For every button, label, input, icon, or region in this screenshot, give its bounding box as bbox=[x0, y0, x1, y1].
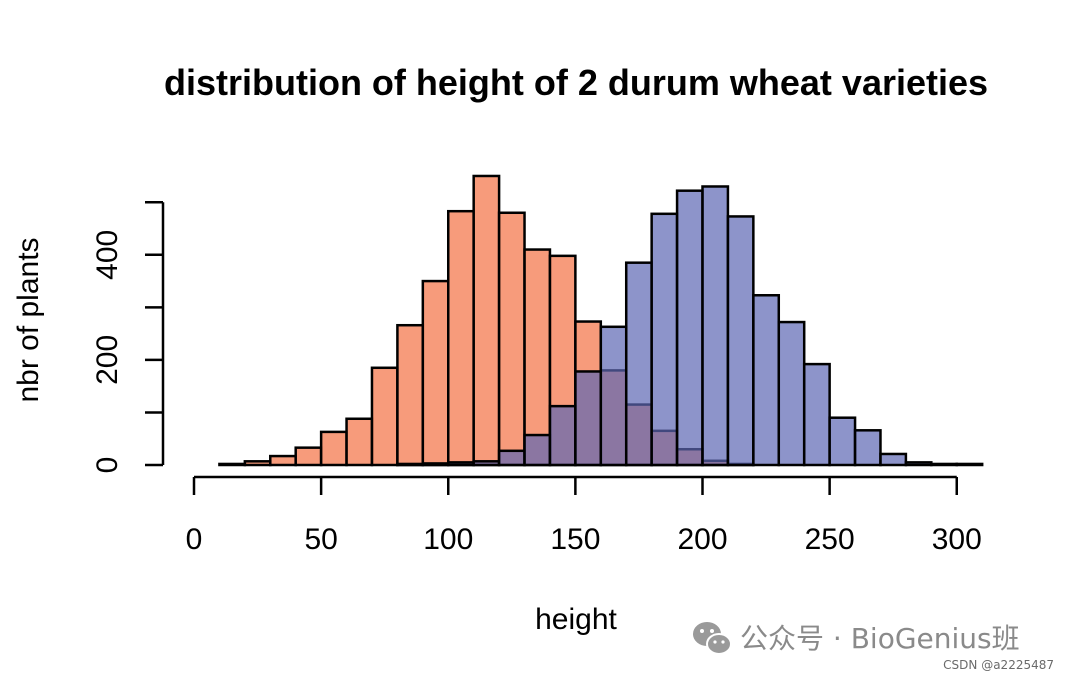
x-axis-label: height bbox=[535, 603, 617, 636]
x-tick-label: 200 bbox=[677, 523, 727, 556]
histogram-bar bbox=[421, 462, 450, 467]
histogram-bar bbox=[447, 209, 475, 467]
x-tick-label: 300 bbox=[932, 523, 982, 556]
histogram-bar bbox=[472, 460, 501, 467]
y-axis-label: nbr of plants bbox=[12, 237, 45, 402]
histogram-bar bbox=[269, 454, 297, 467]
bars-layer bbox=[218, 174, 984, 467]
histogram-bar bbox=[930, 462, 959, 467]
histogram-bar bbox=[421, 279, 450, 467]
histogram-bar bbox=[472, 174, 501, 467]
wechat-icon bbox=[693, 622, 732, 655]
histogram-bar bbox=[777, 320, 806, 467]
histogram-bar bbox=[828, 416, 857, 467]
y-tick-label: 200 bbox=[91, 335, 124, 385]
histogram-bar bbox=[523, 433, 552, 467]
watermark-wechat-text: 公众号 · BioGenius班 bbox=[740, 622, 1020, 655]
histogram-bar bbox=[802, 362, 831, 467]
histogram-bar bbox=[904, 461, 933, 467]
histogram-bar bbox=[701, 185, 730, 467]
x-axis: 0 50 100 150 200 250 300 bbox=[186, 475, 982, 556]
histogram-bar bbox=[955, 462, 984, 467]
histogram-bar bbox=[548, 404, 577, 467]
y-axis: 0 200 400 bbox=[91, 201, 165, 474]
chart-title: distribution of height of 2 durum wheat … bbox=[164, 62, 988, 103]
histogram-bar bbox=[650, 212, 679, 467]
x-tick-label: 250 bbox=[805, 523, 855, 556]
histogram-bar bbox=[624, 261, 653, 467]
histogram-bar bbox=[675, 189, 704, 467]
y-tick-label: 0 bbox=[91, 457, 124, 474]
histogram-bar bbox=[574, 370, 603, 467]
histogram-bar bbox=[853, 429, 882, 467]
histogram-bar bbox=[523, 248, 552, 467]
histogram-bar bbox=[218, 462, 247, 467]
y-tick-label: 400 bbox=[91, 230, 124, 280]
watermark: 公众号 · BioGenius班 CSDN @a2225487 bbox=[693, 622, 1054, 672]
histogram-bar bbox=[243, 460, 272, 467]
histogram-bar bbox=[319, 430, 348, 467]
histogram-bar bbox=[396, 323, 425, 467]
histogram-bar bbox=[497, 211, 526, 467]
histogram-bar bbox=[294, 446, 323, 467]
watermark-csdn-text: CSDN @a2225487 bbox=[943, 658, 1054, 672]
histogram-bar bbox=[879, 452, 908, 467]
histogram-bar bbox=[370, 366, 399, 467]
x-tick-label: 100 bbox=[423, 523, 473, 556]
x-tick-label: 150 bbox=[550, 523, 600, 556]
histogram-bar bbox=[599, 325, 628, 467]
histogram-bar bbox=[752, 294, 781, 467]
series-2 bbox=[396, 185, 984, 467]
x-tick-label: 0 bbox=[186, 523, 203, 556]
histogram-bar bbox=[396, 462, 425, 467]
histogram-bar bbox=[345, 417, 374, 467]
x-tick-label: 50 bbox=[304, 523, 337, 556]
histogram-bar bbox=[726, 215, 755, 467]
histogram-bar bbox=[497, 449, 526, 467]
histogram-bar bbox=[447, 461, 475, 467]
